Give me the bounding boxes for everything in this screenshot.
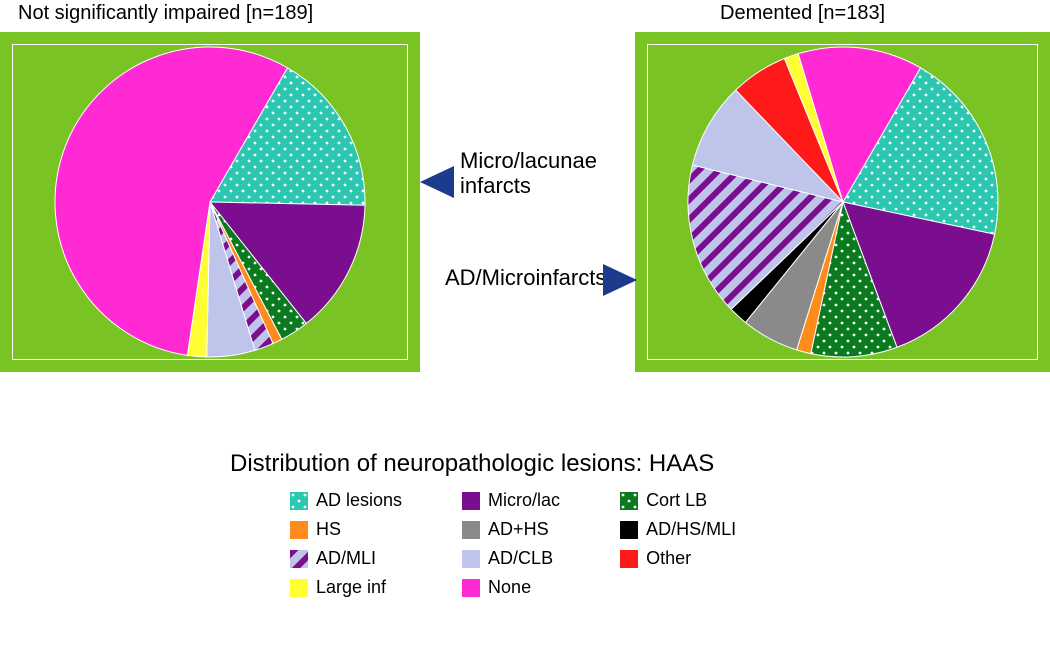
annotation-ad-microinfarcts: AD/Microinfarcts <box>445 265 606 290</box>
legend-label: AD+HS <box>488 519 549 540</box>
panel-right <box>635 32 1050 372</box>
legend-item-adhs: AD+HS <box>462 519 560 540</box>
legend-swatch-micro <box>462 492 480 510</box>
legend-label: Cort LB <box>646 490 707 511</box>
legend-label: HS <box>316 519 341 540</box>
legend-label: AD/HS/MLI <box>646 519 736 540</box>
legend-label: AD/MLI <box>316 548 376 569</box>
legend-swatch-adclb <box>462 550 480 568</box>
legend-label: Large inf <box>316 577 386 598</box>
legend-swatch-largeinf <box>290 579 308 597</box>
legend-label: AD lesions <box>316 490 402 511</box>
legend-item-hs: HS <box>290 519 402 540</box>
legend-item-largeinf: Large inf <box>290 577 402 598</box>
legend-swatch-none <box>462 579 480 597</box>
legend-swatch-adhs <box>462 521 480 539</box>
legend-item-other: Other <box>620 548 736 569</box>
panel-left <box>0 32 420 372</box>
legend-item-adhsmli: AD/HS/MLI <box>620 519 736 540</box>
legend-label: Micro/lac <box>488 490 560 511</box>
legend-label: AD/CLB <box>488 548 553 569</box>
legend-item-admli: AD/MLI <box>290 548 402 569</box>
legend-swatch-ad <box>290 492 308 510</box>
legend-item-none: None <box>462 577 560 598</box>
legend-item-cortlb: Cort LB <box>620 490 736 511</box>
legend-swatch-hs <box>290 521 308 539</box>
footer-title: Distribution of neuropathologic lesions:… <box>230 450 714 478</box>
legend-item-adclb: AD/CLB <box>462 548 560 569</box>
chart-title-left: Not significantly impaired [n=189] <box>18 2 313 25</box>
legend-swatch-admli <box>290 550 308 568</box>
legend-item-micro: Micro/lac <box>462 490 560 511</box>
legend-item-ad: AD lesions <box>290 490 402 511</box>
legend-swatch-cortlb <box>620 492 638 510</box>
legend: AD lesions Micro/lac Cort LB HS AD+HS AD/HS/M… <box>290 490 736 598</box>
arrow-0 <box>420 166 454 198</box>
chart-title-right: Demented [n=183] <box>720 2 885 25</box>
legend-label: None <box>488 577 531 598</box>
legend-label: Other <box>646 548 691 569</box>
legend-swatch-other <box>620 550 638 568</box>
legend-swatch-adhsmli <box>620 521 638 539</box>
annotation-micro-lacunae: Micro/lacunaeinfarcts <box>460 148 597 199</box>
arrow-1 <box>603 264 637 296</box>
